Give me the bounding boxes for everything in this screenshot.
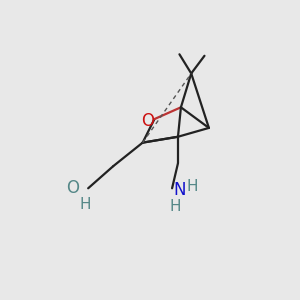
Text: H: H bbox=[170, 200, 182, 214]
Text: O: O bbox=[141, 112, 154, 130]
Text: O: O bbox=[66, 179, 79, 197]
Text: N: N bbox=[174, 181, 186, 199]
Text: H: H bbox=[80, 197, 91, 212]
Text: H: H bbox=[187, 179, 198, 194]
